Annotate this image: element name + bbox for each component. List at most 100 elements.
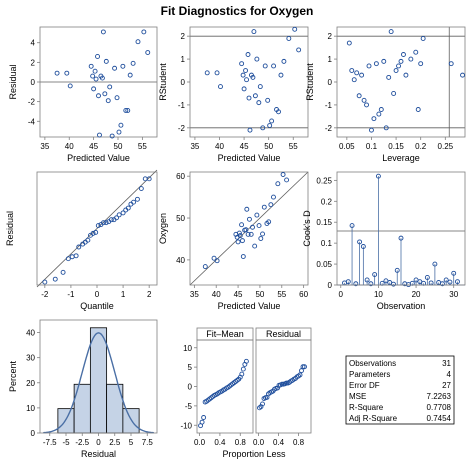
data-point	[286, 36, 292, 41]
stat-label: MSE	[349, 392, 366, 401]
data-point	[361, 97, 367, 103]
y-tick-label: 0.2	[321, 197, 333, 206]
fit-statistics-table	[345, 355, 455, 425]
y-axis-label: RStudent	[158, 63, 168, 101]
x-tick-label: 2	[147, 290, 152, 299]
stat-label: Observations	[349, 359, 396, 368]
data-point	[391, 91, 397, 96]
reference-line	[189, 171, 309, 286]
data-point	[299, 368, 304, 374]
data-point	[398, 235, 404, 241]
data-point	[279, 381, 285, 387]
data-point	[403, 72, 409, 78]
data-point	[241, 86, 247, 92]
data-point	[252, 243, 258, 249]
x-tick-label: 5	[129, 438, 134, 447]
data-point	[364, 102, 369, 108]
data-point	[95, 223, 101, 229]
x-tick-label: -2.5	[75, 438, 89, 447]
x-tick-label: 0.8	[293, 438, 305, 447]
data-point	[52, 276, 58, 282]
data-point	[271, 63, 277, 69]
data-point	[146, 176, 152, 182]
data-point	[123, 108, 129, 113]
data-point	[460, 72, 465, 78]
x-tick-label: 50	[264, 142, 273, 151]
data-point	[354, 70, 360, 76]
x-axis-label: Observation	[377, 301, 426, 311]
data-point	[373, 61, 379, 67]
x-tick-label: 2.5	[109, 438, 121, 447]
x-tick-label: 0.2	[415, 142, 427, 151]
data-point	[401, 52, 406, 57]
y-tick-label: -2	[325, 124, 333, 133]
y-tick-label: 0	[181, 78, 186, 87]
data-point	[239, 238, 245, 244]
data-point	[276, 109, 281, 115]
data-point	[372, 272, 378, 277]
data-point	[432, 261, 438, 267]
data-point	[73, 253, 79, 259]
data-point	[250, 74, 256, 80]
x-tick-label: 35	[190, 142, 199, 151]
x-tick-label: 0.0	[253, 438, 265, 447]
data-point	[351, 77, 357, 83]
x-tick-label: 0.25	[438, 142, 454, 151]
data-point	[54, 70, 60, 76]
data-point	[260, 401, 265, 407]
stat-value: 0.7708	[427, 403, 452, 412]
data-point	[114, 215, 120, 221]
x-tick-label: 0	[96, 438, 101, 447]
data-point	[141, 29, 147, 35]
data-point	[244, 206, 250, 212]
stat-value: 7.2263	[427, 392, 452, 401]
data-point	[284, 177, 290, 183]
data-point	[278, 72, 284, 78]
data-point	[296, 47, 302, 53]
y-axis-label: Percent	[8, 360, 18, 392]
data-point	[247, 127, 253, 133]
data-point	[297, 372, 303, 378]
data-point	[391, 281, 396, 287]
data-point	[103, 58, 109, 64]
data-point	[260, 125, 266, 131]
data-point	[360, 244, 366, 249]
data-point	[97, 132, 102, 138]
x-tick-label: 55	[138, 142, 147, 151]
y-tick-label: -5	[185, 402, 193, 411]
x-axis-label: Residual	[81, 449, 116, 459]
x-tick-label: -5	[62, 438, 70, 447]
x-tick-label: -2	[41, 290, 49, 299]
x-tick-label: 55	[277, 290, 286, 299]
data-point	[267, 123, 273, 128]
x-tick-label: 50	[114, 142, 123, 151]
data-point	[393, 68, 399, 73]
data-point	[261, 204, 267, 210]
data-point	[243, 358, 249, 364]
x-axis-label: Predicted Value	[218, 301, 281, 311]
data-point	[256, 100, 262, 106]
rstudent_vs_leverage-background	[337, 27, 465, 137]
y-tick-label: 0.15	[316, 218, 332, 227]
x-tick-label: 30	[449, 290, 458, 299]
stat-label: Parameters	[349, 370, 390, 379]
data-point	[443, 277, 449, 283]
data-point	[420, 36, 426, 41]
data-point	[240, 254, 246, 259]
data-point	[349, 223, 355, 229]
data-point	[271, 194, 276, 200]
data-point	[118, 122, 124, 128]
x-tick-label: 0	[339, 290, 344, 299]
x-axis-label: Leverage	[382, 153, 420, 163]
observed_vs_predicted-frame	[189, 171, 309, 286]
data-point	[107, 84, 113, 90]
data-point	[280, 172, 286, 177]
data-point	[448, 61, 454, 67]
x-tick-label: -7.5	[43, 438, 57, 447]
data-point	[250, 224, 255, 230]
y-tick-label: 0	[188, 383, 193, 392]
data-point	[357, 239, 363, 245]
x-tick-label: 0.15	[388, 142, 404, 151]
x-tick-label: 45	[240, 142, 249, 151]
y-tick-label: 40	[26, 329, 35, 338]
